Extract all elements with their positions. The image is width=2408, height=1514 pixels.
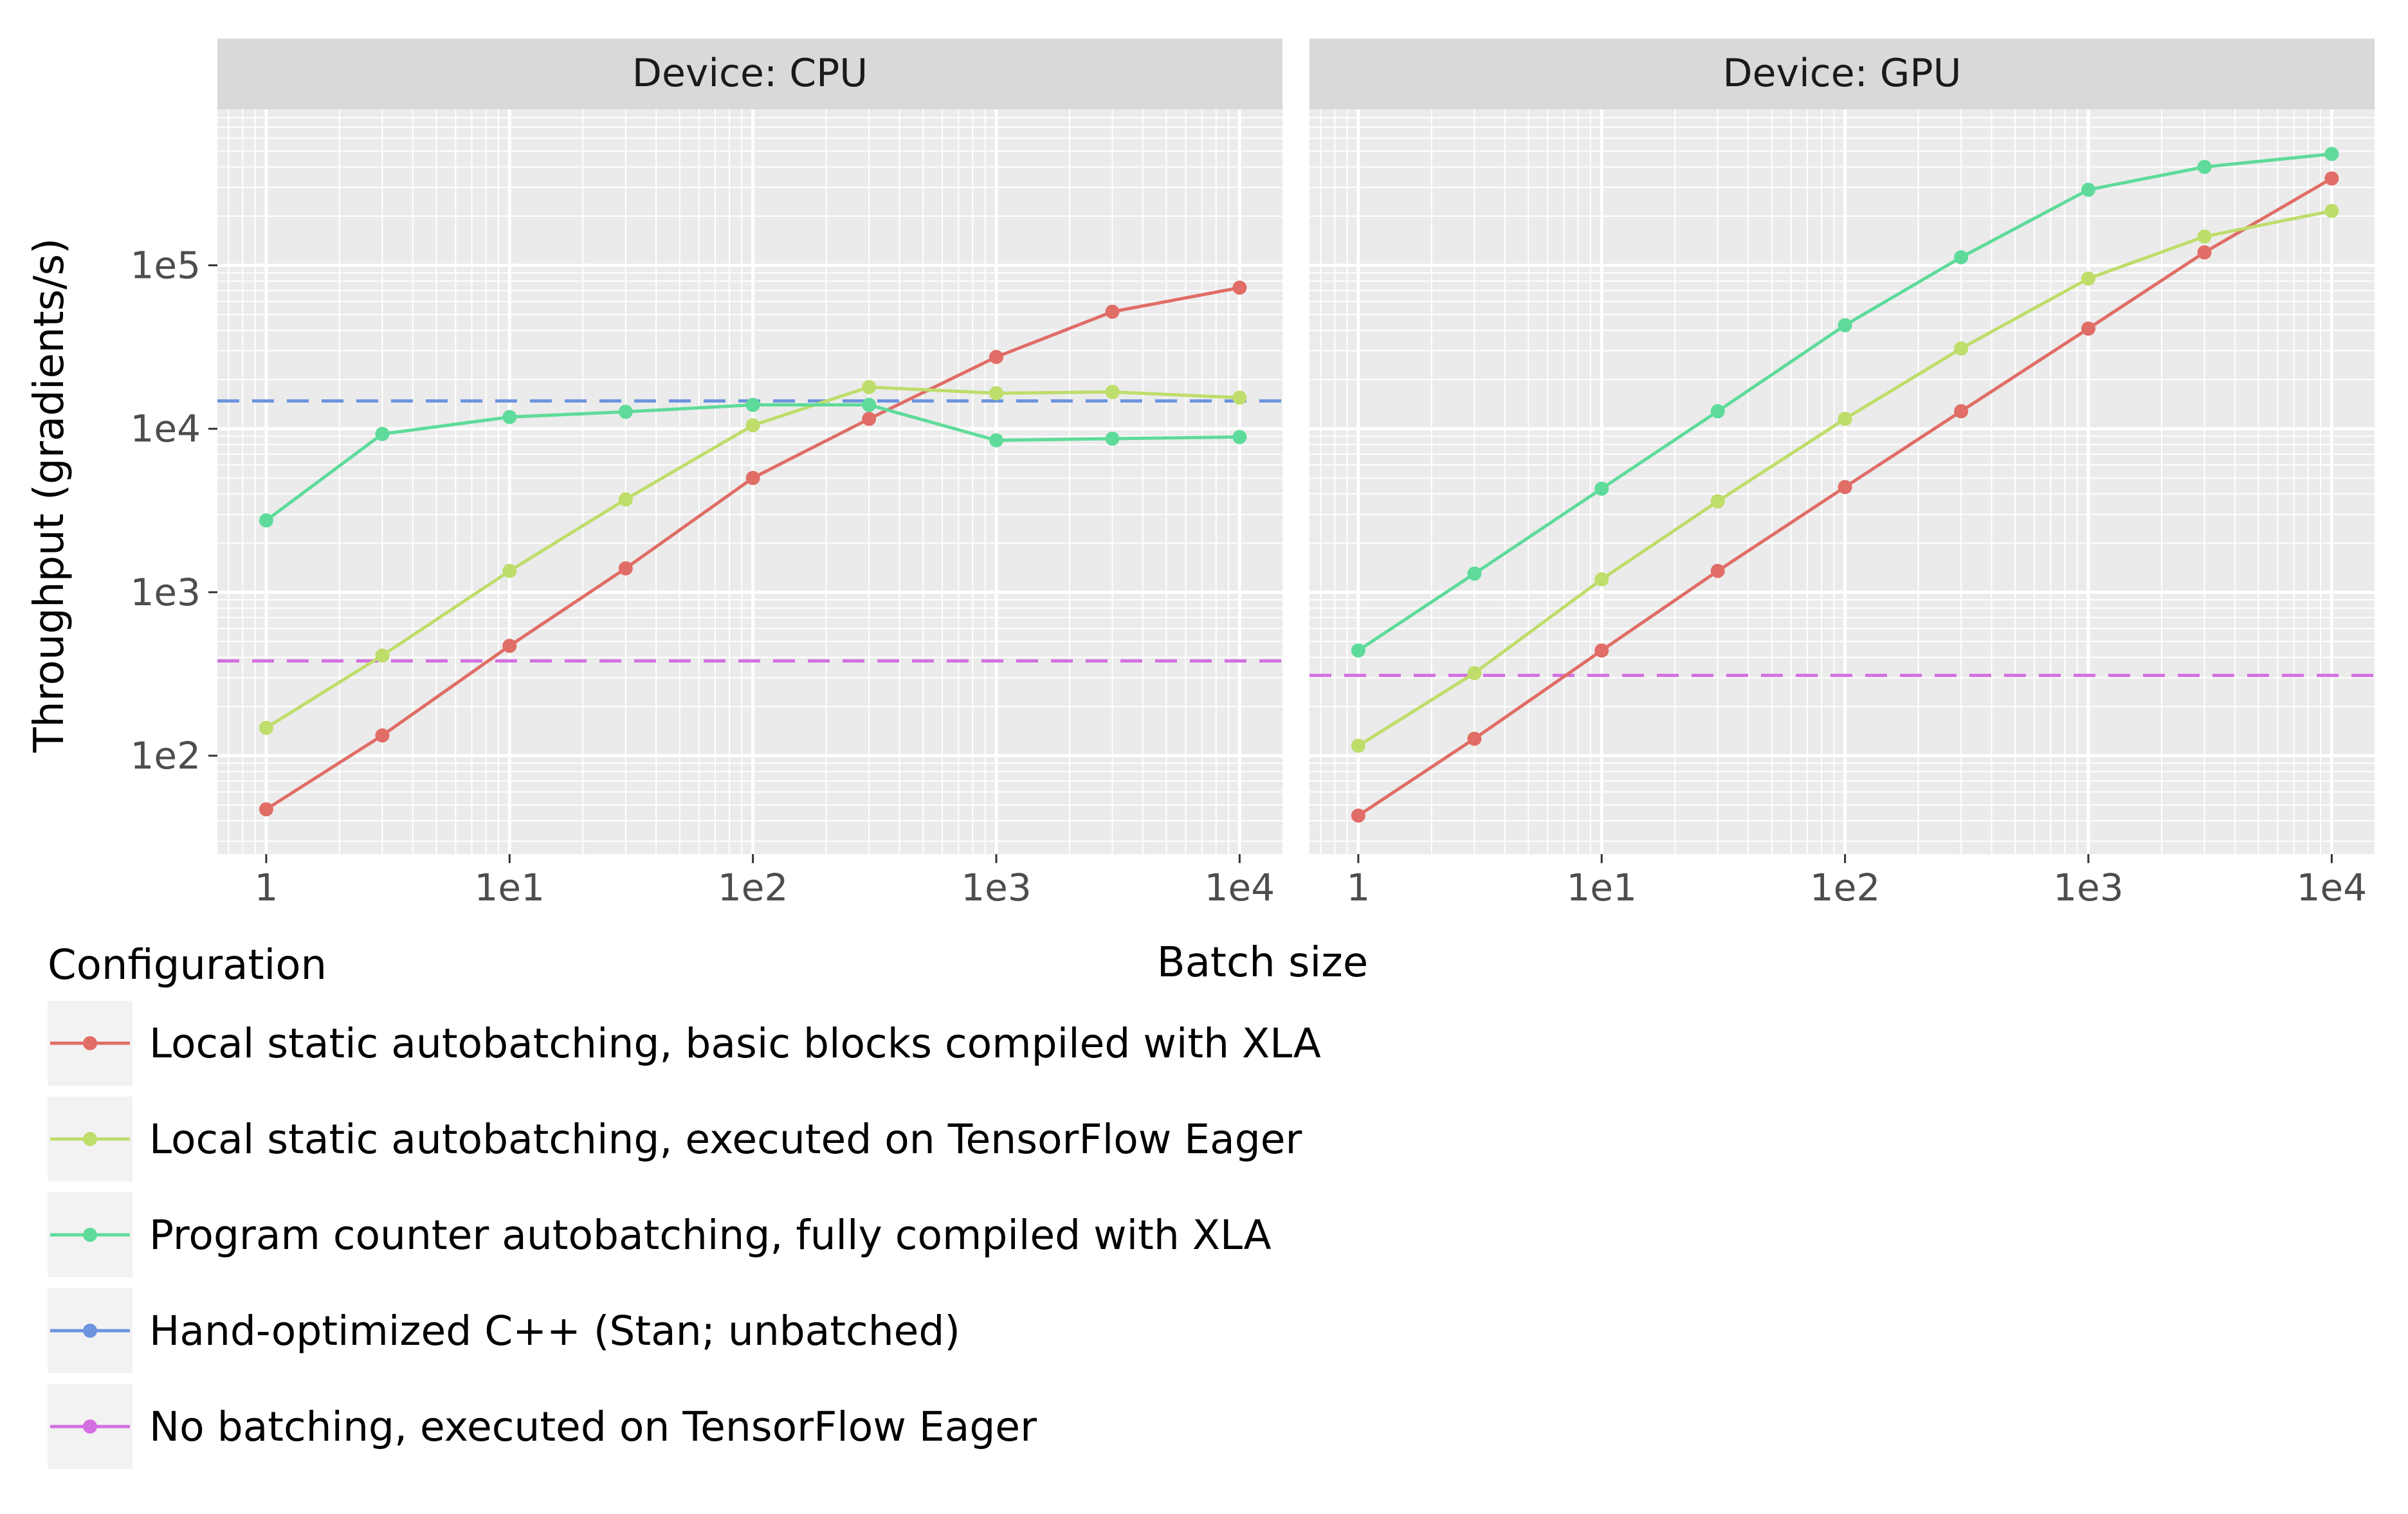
data-point (2324, 147, 2339, 161)
x-tick-label: 1e1 (1567, 866, 1637, 909)
data-point (375, 728, 390, 743)
legend-key-point (83, 1324, 97, 1338)
legend: Local static autobatching, basic blocks … (48, 1001, 1321, 1469)
data-point (1954, 250, 1969, 265)
data-point (2081, 321, 2096, 336)
facet-cpu: Device: CPU 1 1e1 1e2 1e3 1e4 1e2 1e3 1e4 1e5 (131, 39, 1282, 909)
data-point (1467, 566, 1482, 581)
data-point (1232, 390, 1247, 405)
data-point (1105, 432, 1120, 446)
data-point (989, 350, 1004, 365)
data-point (1351, 808, 1365, 823)
x-tick-label: 1e2 (1810, 866, 1881, 909)
data-point (618, 405, 633, 419)
x-tick-label: 1e4 (1205, 866, 1275, 909)
data-point (1594, 572, 1609, 587)
data-point (618, 561, 633, 576)
data-point (375, 648, 390, 663)
x-tick-label: 1 (1346, 866, 1370, 909)
data-point (1710, 563, 1725, 578)
data-point (259, 720, 273, 735)
y-tick-label: 1e5 (131, 244, 201, 287)
data-point (745, 418, 760, 433)
major-gridlines (1309, 109, 2375, 854)
data-point (862, 412, 877, 426)
data-point (862, 397, 877, 412)
legend-key-point (83, 1132, 97, 1146)
facet-strip (1309, 39, 2375, 109)
y-axis-title: Throughput (gradients/s) (26, 238, 73, 753)
data-point (2197, 229, 2212, 244)
data-point (862, 379, 877, 394)
data-point (1105, 304, 1120, 319)
data-point (618, 492, 633, 507)
x-tick-label: 1e1 (475, 866, 545, 909)
legend-entry: No batching, executed on TensorFlow Eage… (48, 1384, 1037, 1469)
x-tick-label: 1 (254, 866, 278, 909)
x-tick-label: 1e2 (718, 866, 789, 909)
data-point (259, 513, 273, 528)
y-tick-label: 1e4 (131, 407, 201, 451)
data-point (502, 639, 517, 653)
facet-gpu: Device: GPU 1 1e1 1e2 1e3 1e4 (1309, 39, 2375, 909)
legend-label: Local static autobatching, executed on T… (149, 1116, 1302, 1163)
data-point (1838, 318, 1852, 333)
data-point (1351, 643, 1365, 658)
x-axis-title: Batch size (1157, 939, 1368, 987)
data-point (502, 563, 517, 578)
x-tick-label: 1e4 (2297, 866, 2367, 909)
legend-label: Hand-optimized C++ (Stan; unbatched) (149, 1308, 960, 1354)
data-point (259, 802, 273, 817)
data-point (2197, 245, 2212, 260)
data-point (2197, 160, 2212, 174)
facet-strip (217, 39, 1282, 109)
data-point (989, 386, 1004, 401)
legend-key-point (83, 1036, 97, 1050)
legend-key-point (83, 1419, 97, 1434)
data-point (1232, 430, 1247, 444)
data-point (1467, 731, 1482, 746)
x-tick-label: 1e3 (2053, 866, 2124, 909)
data-point (1351, 738, 1365, 753)
data-point (2324, 171, 2339, 186)
legend-label: Local static autobatching, basic blocks … (149, 1020, 1321, 1067)
data-point (989, 433, 1004, 448)
legend-entry: Local static autobatching, executed on T… (48, 1097, 1302, 1181)
minor-gridlines (217, 109, 1282, 854)
data-point (1105, 385, 1120, 399)
legend-label: No batching, executed on TensorFlow Eage… (149, 1403, 1037, 1450)
legend-title: Configuration (48, 942, 327, 989)
data-point (375, 426, 390, 441)
data-point (745, 471, 760, 486)
data-point (1710, 404, 1725, 419)
legend-entry: Hand-optimized C++ (Stan; unbatched) (48, 1288, 960, 1373)
data-point (2081, 271, 2096, 286)
data-point (502, 410, 517, 424)
legend-entry: Program counter autobatching, fully comp… (48, 1192, 1272, 1277)
data-point (1594, 481, 1609, 496)
data-point (1594, 643, 1609, 658)
data-point (1232, 280, 1247, 295)
data-point (745, 397, 760, 412)
legend-entry: Local static autobatching, basic blocks … (48, 1001, 1321, 1086)
y-tick-label: 1e2 (131, 734, 201, 778)
data-point (1838, 412, 1852, 426)
data-point (1954, 341, 1969, 356)
data-point (1954, 404, 1969, 419)
data-point (2324, 204, 2339, 219)
y-tick-label: 1e3 (131, 570, 201, 614)
data-point (2081, 183, 2096, 197)
data-point (1710, 494, 1725, 509)
facet-strip-label: Device: CPU (632, 51, 868, 96)
data-point (1467, 666, 1482, 680)
data-point (1838, 480, 1852, 495)
x-tick-label: 1e3 (961, 866, 1032, 909)
legend-key-point (83, 1228, 97, 1242)
legend-label: Program counter autobatching, fully comp… (149, 1212, 1272, 1259)
facet-strip-label: Device: GPU (1722, 51, 1961, 96)
